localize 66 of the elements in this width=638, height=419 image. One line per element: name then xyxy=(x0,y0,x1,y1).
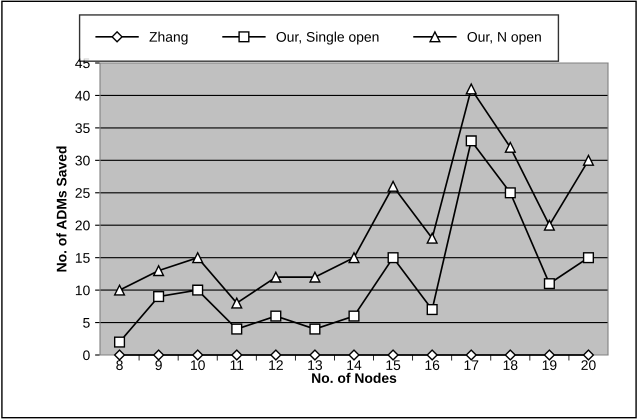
point xyxy=(270,310,282,322)
y-tick-label: 35 xyxy=(75,123,90,134)
x-axis-title: No. of Nodes xyxy=(312,372,396,384)
point xyxy=(114,284,126,296)
point xyxy=(426,304,438,316)
legend-label: Our, Single open xyxy=(276,32,378,45)
point xyxy=(388,252,399,264)
x-tick-label: 11 xyxy=(230,360,244,370)
x-tick-label: 15 xyxy=(386,360,400,370)
point xyxy=(192,284,204,296)
point xyxy=(192,349,204,361)
x-tick-label: 20 xyxy=(581,360,596,370)
y-tick-label: 5 xyxy=(83,318,90,328)
x-tick-label: 9 xyxy=(155,360,162,370)
point xyxy=(309,323,320,335)
point xyxy=(231,298,242,309)
point xyxy=(270,349,282,361)
point xyxy=(466,83,477,95)
x-tick-label: 14 xyxy=(347,360,362,370)
x-tick-label: 12 xyxy=(269,360,283,370)
point xyxy=(153,265,164,276)
point xyxy=(270,272,282,283)
legend-label: Our, N open xyxy=(468,32,541,45)
point xyxy=(231,323,242,335)
point xyxy=(114,349,126,361)
x-tick-label: 19 xyxy=(542,360,556,370)
point xyxy=(114,336,126,348)
x-tick-label: 18 xyxy=(504,360,518,370)
point xyxy=(504,187,516,198)
point xyxy=(582,252,594,264)
point xyxy=(426,349,438,361)
y-tick-label: 20 xyxy=(76,220,90,230)
point xyxy=(466,349,477,361)
y-tick-label: 15 xyxy=(76,253,90,263)
point xyxy=(387,349,399,361)
point xyxy=(544,349,555,361)
point xyxy=(504,349,516,361)
y-tick-label: 0 xyxy=(83,350,90,360)
point xyxy=(582,154,594,166)
point xyxy=(348,252,360,264)
point xyxy=(309,272,320,283)
point xyxy=(426,232,438,244)
point xyxy=(582,349,594,361)
y-tick-label: 10 xyxy=(76,285,90,296)
point xyxy=(309,349,321,361)
x-tick-label: 16 xyxy=(425,360,440,370)
point xyxy=(153,349,164,361)
point xyxy=(544,220,555,231)
point xyxy=(466,135,477,146)
x-tick-label: 10 xyxy=(191,360,205,370)
y-axis-title: No. of ADMs Saved xyxy=(56,146,67,272)
point xyxy=(231,349,242,361)
point xyxy=(348,349,360,361)
legend-label: Zhang xyxy=(149,32,188,45)
point xyxy=(388,180,399,192)
x-tick-label: 17 xyxy=(464,360,478,370)
x-tick-label: 8 xyxy=(116,360,123,370)
point xyxy=(544,278,555,290)
point xyxy=(192,252,204,264)
y-tick-label: 40 xyxy=(75,90,90,101)
point xyxy=(153,291,164,302)
y-tick-label: 25 xyxy=(76,188,90,198)
point xyxy=(348,310,360,322)
y-tick-label: 30 xyxy=(75,156,90,166)
point xyxy=(504,142,516,153)
x-tick-label: 13 xyxy=(308,360,322,370)
